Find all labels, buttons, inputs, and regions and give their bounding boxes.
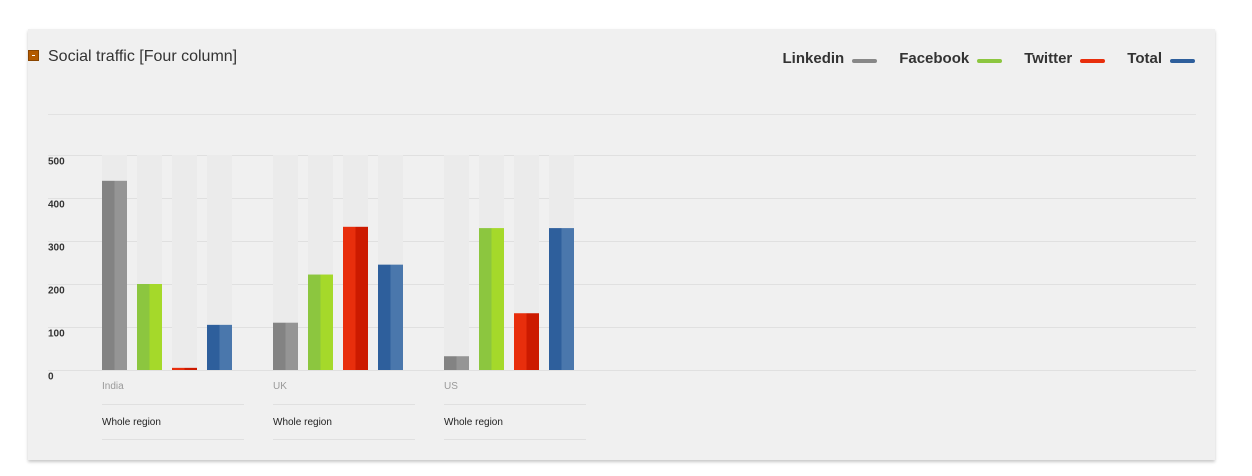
legend-label: Total bbox=[1127, 50, 1162, 67]
legend: Linkedin Facebook Twitter Total bbox=[783, 50, 1195, 67]
y-tick-label: 400 bbox=[48, 200, 65, 211]
legend-label: Twitter bbox=[1024, 50, 1073, 67]
x-category-label: US bbox=[444, 381, 458, 392]
y-tick-label: 200 bbox=[48, 286, 65, 297]
bar-highlight bbox=[456, 356, 469, 370]
bar-facebook-uk[interactable] bbox=[308, 274, 321, 370]
bar-highlight bbox=[320, 274, 333, 370]
bar-highlight bbox=[285, 322, 298, 370]
x-category-sublabel: Whole region bbox=[273, 417, 332, 428]
bar-total-india[interactable] bbox=[207, 324, 220, 370]
collapse-icon[interactable] bbox=[28, 50, 39, 61]
y-tick-label: 0 bbox=[48, 372, 54, 383]
y-tick-label: 100 bbox=[48, 329, 65, 340]
bar-highlight bbox=[526, 313, 539, 370]
legend-label: Facebook bbox=[899, 50, 970, 67]
chart-panel: Social traffic [Four column] Linkedin Fac… bbox=[28, 29, 1215, 460]
bar-highlight bbox=[149, 284, 162, 370]
panel-title: Social traffic [Four column] bbox=[48, 48, 238, 65]
bar-chart: 0 100 200 300 400 500 India Whole region UK Whole… bbox=[48, 114, 1196, 440]
bar-track bbox=[444, 155, 469, 370]
bar-highlight bbox=[491, 228, 504, 370]
bar-highlight bbox=[184, 367, 197, 370]
legend-swatch bbox=[977, 58, 1003, 63]
x-category-sublabel: Whole region bbox=[444, 417, 503, 428]
bar-facebook-us[interactable] bbox=[479, 228, 492, 370]
bar-total-uk[interactable] bbox=[378, 264, 391, 370]
bar-linkedin-india[interactable] bbox=[102, 180, 115, 370]
legend-item-linkedin[interactable]: Linkedin bbox=[783, 50, 878, 67]
x-category-label: India bbox=[102, 381, 124, 392]
bar-highlight bbox=[561, 228, 574, 370]
bar-twitter-uk[interactable] bbox=[343, 226, 356, 370]
bar-highlight bbox=[355, 226, 368, 370]
bar-track bbox=[172, 155, 197, 370]
legend-item-total[interactable]: Total bbox=[1127, 50, 1195, 67]
y-tick-label: 500 bbox=[48, 157, 65, 168]
legend-swatch bbox=[1080, 58, 1106, 63]
legend-item-facebook[interactable]: Facebook bbox=[899, 50, 1003, 67]
legend-item-twitter[interactable]: Twitter bbox=[1024, 50, 1106, 67]
legend-swatch bbox=[1170, 58, 1195, 63]
bar-linkedin-uk[interactable] bbox=[273, 322, 286, 370]
bar-highlight bbox=[390, 264, 403, 370]
x-category-sublabel: Whole region bbox=[102, 417, 161, 428]
legend-label: Linkedin bbox=[782, 50, 845, 67]
bar-linkedin-us[interactable] bbox=[444, 356, 457, 370]
legend-swatch bbox=[852, 58, 878, 63]
bar-facebook-india[interactable] bbox=[137, 284, 150, 370]
bar-twitter-us[interactable] bbox=[514, 313, 527, 370]
bar-highlight bbox=[114, 180, 127, 370]
bar-twitter-india[interactable] bbox=[172, 367, 185, 370]
bar-total-us[interactable] bbox=[549, 228, 562, 370]
x-category-label: UK bbox=[273, 381, 287, 392]
bar-highlight bbox=[219, 324, 232, 370]
y-tick-label: 300 bbox=[48, 243, 65, 254]
